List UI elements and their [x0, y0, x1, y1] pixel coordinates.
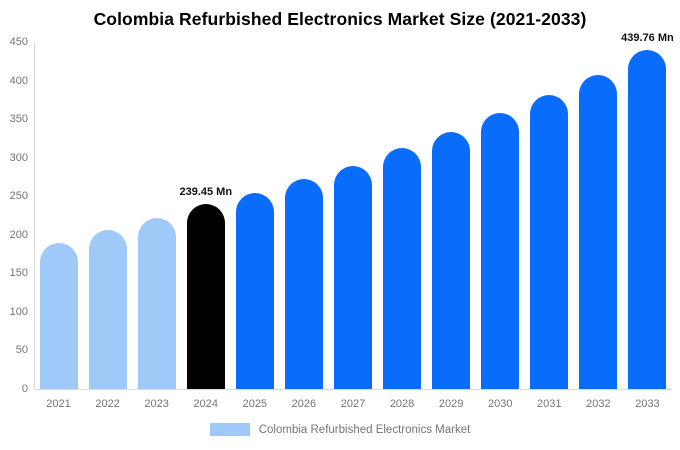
bar-2031[interactable]	[530, 95, 569, 389]
y-tick-label-100: 100	[9, 305, 28, 318]
bar-column-2023: 2023	[132, 42, 181, 410]
y-tick-label-0: 0	[21, 383, 28, 395]
bar-column-2021: 2021	[34, 42, 83, 410]
bar-2033[interactable]	[628, 49, 667, 389]
bar-column-2024: 2024	[181, 42, 230, 410]
bar-column-2030: 2030	[476, 42, 525, 410]
bar-column-2029: 2029	[427, 42, 476, 410]
bar-2025[interactable]	[235, 193, 274, 389]
y-tick-label-450: 450	[9, 36, 28, 48]
x-label-2033: 2033	[635, 398, 660, 410]
data-label-2033: 439.76 Mn	[621, 31, 674, 44]
bar-2029[interactable]	[432, 132, 471, 389]
y-tick-label-300: 300	[9, 151, 28, 164]
y-tick-label-50: 50	[15, 344, 28, 357]
y-tick-label-150: 150	[9, 267, 28, 280]
x-label-2026: 2026	[291, 398, 317, 410]
y-axis-line	[34, 42, 35, 389]
bar-column-2025: 2025	[230, 42, 279, 410]
bar-column-2032: 2032	[574, 42, 623, 410]
legend-swatch	[209, 423, 250, 436]
bar-2027[interactable]	[333, 166, 372, 389]
data-label-2024: 239.45 Mn	[179, 186, 233, 199]
chart-title: Colombia Refurbished Electronics Market …	[93, 9, 587, 29]
x-label-2021: 2021	[46, 398, 71, 410]
x-label-2027: 2027	[340, 398, 366, 410]
bar-column-2022: 2022	[83, 42, 132, 410]
bar-column-2033: 2033	[623, 42, 672, 410]
x-label-2025: 2025	[242, 398, 268, 410]
bar-2024[interactable]	[186, 204, 225, 389]
y-tick-label-200: 200	[9, 228, 28, 241]
x-axis-line	[34, 389, 672, 390]
x-label-2024: 2024	[193, 398, 218, 410]
x-label-2032: 2032	[586, 398, 611, 410]
bar-column-2027: 2027	[328, 42, 377, 410]
x-label-2030: 2030	[487, 398, 513, 410]
bar-column-2026: 2026	[279, 42, 328, 410]
bar-2026[interactable]	[284, 179, 323, 389]
bar-2028[interactable]	[383, 148, 422, 389]
legend-label: Colombia Refurbished Electronics Market	[258, 423, 471, 436]
bar-column-2028: 2028	[378, 42, 427, 410]
bar-2022[interactable]	[88, 230, 127, 389]
x-label-2029: 2029	[438, 398, 464, 410]
bar-2023[interactable]	[137, 217, 176, 389]
x-label-2028: 2028	[389, 398, 415, 410]
bar-2030[interactable]	[481, 112, 520, 389]
legend[interactable]: Colombia Refurbished Electronics Market	[0, 423, 680, 436]
bar-column-2031: 2031	[525, 42, 574, 410]
y-tick-label-400: 400	[9, 74, 28, 87]
bar-2032[interactable]	[579, 75, 618, 389]
x-label-2022: 2022	[95, 398, 120, 410]
x-label-2031: 2031	[537, 398, 562, 410]
x-label-2023: 2023	[144, 398, 169, 410]
bar-2021[interactable]	[39, 242, 78, 389]
y-tick-label-250: 250	[9, 190, 28, 203]
y-tick-label-350: 350	[9, 113, 28, 126]
